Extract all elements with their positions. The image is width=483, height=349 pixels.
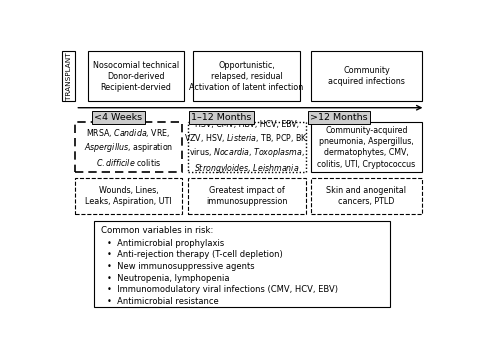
Bar bbox=[311, 51, 422, 101]
Text: Community-acquired
pneumonia, Aspergillus,
dermatophytes, CMV,
colitis, UTI, Cry: Community-acquired pneumonia, Aspergillu… bbox=[317, 126, 415, 169]
Bar bbox=[75, 178, 182, 214]
Bar bbox=[187, 122, 306, 172]
Text: •  Neutropenia, lymphopenia: • Neutropenia, lymphopenia bbox=[107, 274, 229, 283]
Bar bbox=[311, 122, 422, 172]
Text: Opportunistic,
relapsed, residual
Activation of latent infection: Opportunistic, relapsed, residual Activa… bbox=[189, 60, 304, 92]
Text: •  New immunosuppressive agents: • New immunosuppressive agents bbox=[107, 262, 255, 271]
Text: TRANSPLANT: TRANSPLANT bbox=[66, 52, 71, 100]
Text: Skin and anogenital
cancers, PTLD: Skin and anogenital cancers, PTLD bbox=[327, 186, 406, 206]
Bar bbox=[94, 221, 390, 306]
Text: Community
acquired infections: Community acquired infections bbox=[328, 66, 405, 86]
Bar bbox=[75, 122, 182, 172]
Text: >12 Months: >12 Months bbox=[311, 113, 368, 122]
Text: Common variables in risk:: Common variables in risk: bbox=[101, 227, 213, 236]
Text: <4 Weeks: <4 Weeks bbox=[94, 113, 142, 122]
Text: Greatest impact of
immunosuppression: Greatest impact of immunosuppression bbox=[206, 186, 287, 206]
Bar bbox=[193, 51, 300, 101]
Text: •  Antimicrobial resistance: • Antimicrobial resistance bbox=[107, 297, 219, 306]
Text: •  Immunomodulatory viral infections (CMV, HCV, EBV): • Immunomodulatory viral infections (CMV… bbox=[107, 285, 338, 294]
Text: Wounds, Lines,
Leaks, Aspiration, UTI: Wounds, Lines, Leaks, Aspiration, UTI bbox=[85, 186, 172, 206]
Text: Nosocomial technical
Donor-derived
Recipient-dervied: Nosocomial technical Donor-derived Recip… bbox=[93, 60, 179, 92]
Bar bbox=[187, 178, 306, 214]
Text: MRSA, $\it{Candida}$, VRE,
$\it{Aspergillus}$, aspiration
$\it{C. difficile}$ co: MRSA, $\it{Candida}$, VRE, $\it{Aspergil… bbox=[84, 127, 173, 168]
Bar bbox=[311, 178, 422, 214]
Text: 1–12 Months: 1–12 Months bbox=[191, 113, 252, 122]
Text: •  Anti-rejection therapy (T-cell depletion): • Anti-rejection therapy (T-cell depleti… bbox=[107, 251, 283, 259]
Bar bbox=[88, 51, 184, 101]
Text: HSV, CMV, HBV, HCV, EBV,
VZV, HSV, $\it{Listeria}$, TB, PCP, BK
virus, $\it{Noca: HSV, CMV, HBV, HCV, EBV, VZV, HSV, $\it{… bbox=[185, 120, 309, 175]
Bar bbox=[62, 51, 75, 101]
Text: •  Antimicrobial prophylaxis: • Antimicrobial prophylaxis bbox=[107, 239, 225, 248]
